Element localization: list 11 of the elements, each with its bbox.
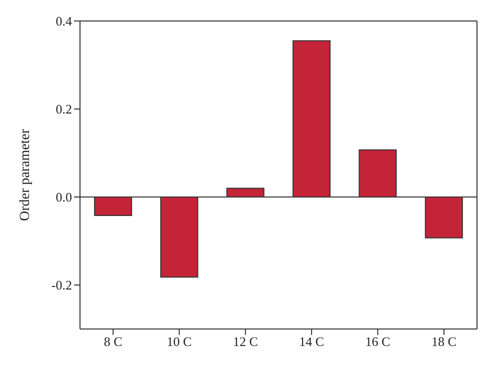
y-tick-label: 0.0 (56, 190, 72, 205)
x-tick-label: 12 C (232, 334, 258, 350)
x-tick-label: 16 C (365, 334, 390, 350)
y-tick-label: 0.2 (56, 102, 72, 117)
x-tick-label: 8 C (104, 334, 122, 350)
y-tick-label: 0.4 (56, 14, 72, 29)
x-tick-label: 18 C (431, 334, 456, 350)
x-tick-label: 10 C (166, 334, 192, 350)
y-tick-label: -0.2 (51, 278, 72, 293)
x-tick-label: 14 C (299, 334, 324, 350)
y-axis-title: Order parameter (18, 128, 33, 222)
